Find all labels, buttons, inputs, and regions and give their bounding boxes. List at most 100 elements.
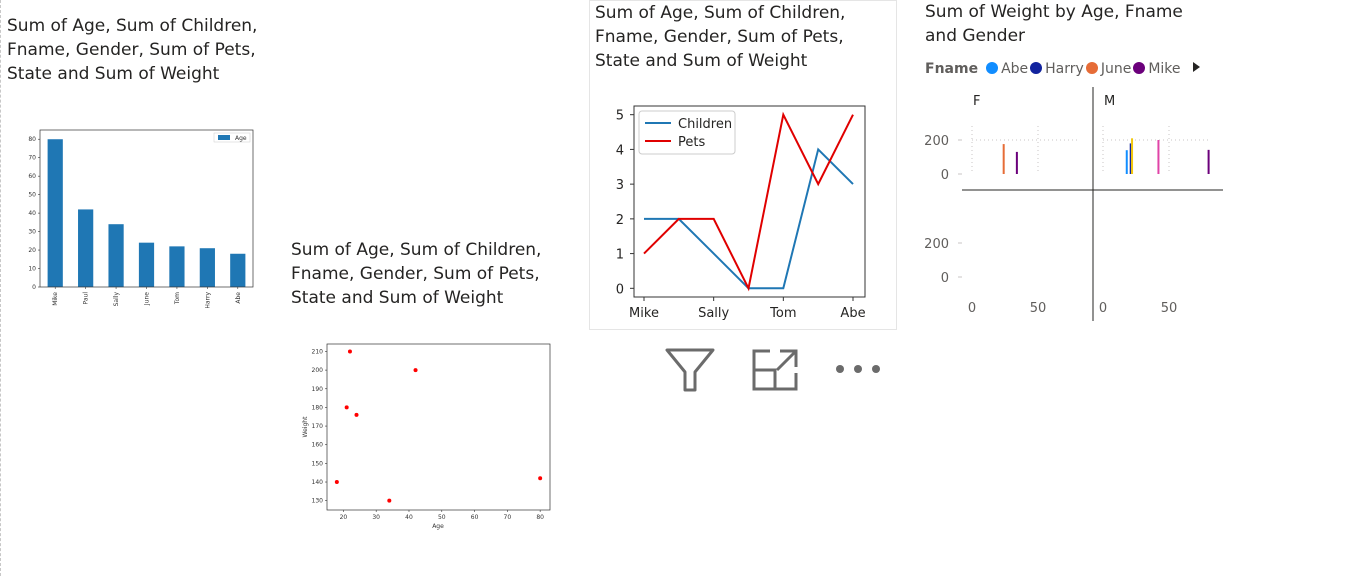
y-tick-label: 5 <box>616 109 624 124</box>
children-pets-line-chart: 0 1 2 3 4 5 Mike Sally Tom Abe Children Pets <box>616 105 866 321</box>
scatter-point <box>538 476 543 481</box>
chart-legend: Age <box>213 132 251 143</box>
y-tick-label: 190 <box>312 386 324 393</box>
y-tick-label: 4 <box>616 143 624 158</box>
y-tick-label: 80 <box>28 136 36 143</box>
chart-legend: Children Pets <box>638 110 736 155</box>
x-tick-label: Paul <box>83 292 90 305</box>
more-options-icon <box>836 365 880 373</box>
y-tick-label: 210 <box>312 348 324 355</box>
y-tick-label: 130 <box>312 498 324 505</box>
weight-bar <box>1157 140 1160 174</box>
age-bar-chart: 0 10 20 30 40 50 60 70 80 Mike Paul Sally June Tom Ha… <box>28 129 254 309</box>
y-tick-label: 10 <box>28 266 36 273</box>
scatter-point <box>334 480 339 485</box>
y-tick-label: 170 <box>312 423 324 430</box>
weight-bar <box>1131 138 1134 174</box>
weight-small-multiples-chart: F 0 50 M 0 50 0 200 0 200 <box>924 87 1223 321</box>
x-tick-label: Mike <box>629 306 659 321</box>
x-tick-label: Sally <box>698 306 729 321</box>
bar-june <box>138 242 155 287</box>
plot-frame <box>326 343 551 511</box>
series-line-children <box>644 147 854 290</box>
legend-dot <box>1133 62 1146 74</box>
legend-label-age: Age <box>235 135 247 142</box>
x-tick-label: 40 <box>405 514 413 521</box>
legend-label-children: Children <box>678 117 732 132</box>
x-tick-label: June <box>144 292 151 306</box>
legend-item-abe[interactable]: Abe <box>986 61 1028 77</box>
x-tick-label: Tom <box>174 292 181 305</box>
x-tick-label: 0 <box>968 301 976 316</box>
legend-dot <box>1085 62 1098 74</box>
y-tick-label: 0 <box>941 271 949 286</box>
legend-label: Harry <box>1045 61 1084 77</box>
legend-next-arrow-icon[interactable] <box>1187 60 1207 74</box>
x-tick-label: Abe <box>235 292 242 304</box>
legend-title: Fname <box>925 61 979 77</box>
weight-bar <box>1002 144 1005 174</box>
legend-item-mike[interactable]: Mike <box>1133 61 1181 77</box>
plot-frame <box>633 105 866 298</box>
legend-label: June <box>1100 61 1132 77</box>
filter-button[interactable] <box>664 346 716 394</box>
y-tick-label: 2 <box>616 213 624 228</box>
weight-scatter-chart: 130 140 150 160 170 180 190 200 210 20 30 40 50 60 70… <box>302 343 551 530</box>
weight-bar <box>1015 151 1018 174</box>
legend-swatch-age <box>218 135 230 140</box>
y-tick-label: 40 <box>28 210 36 217</box>
scatter-point <box>413 368 418 373</box>
focus-mode-button[interactable] <box>750 346 802 394</box>
y-tick-label: 200 <box>924 237 949 252</box>
weight-bar <box>1207 149 1210 174</box>
focus-mode-icon <box>752 349 798 391</box>
filter-icon <box>665 348 715 392</box>
y-tick-label: 180 <box>312 404 324 411</box>
x-tick-label: 0 <box>1099 301 1107 316</box>
y-tick-label: 60 <box>28 173 36 180</box>
x-tick-label: 50 <box>438 514 446 521</box>
facet-label-f: F <box>973 94 980 109</box>
y-tick-label: 3 <box>616 178 624 193</box>
visual-title: Sum of Age, Sum of Children, Fname, Gend… <box>595 3 846 71</box>
legend-item-harry[interactable]: Harry <box>1030 61 1084 77</box>
scatter-point <box>344 405 349 410</box>
visual-weight-small-multiples[interactable]: Sum of Weight by Age, Fname and Gender <box>920 0 1240 330</box>
chart-legend: Fname Abe Harry June Mike <box>925 60 1207 80</box>
more-options-button[interactable] <box>832 346 884 394</box>
y-tick-label: 160 <box>312 442 324 449</box>
visual-children-pets-line[interactable]: Sum of Age, Sum of Children, Fname, Gend… <box>589 0 897 330</box>
scatter-point <box>387 498 392 503</box>
visual-title: Sum of Age, Sum of Children, Fname, Gend… <box>7 16 258 84</box>
visual-weight-scatter[interactable]: Sum of Age, Sum of Children, Fname, Gend… <box>285 230 575 540</box>
facet-label-m: M <box>1104 94 1115 109</box>
legend-frame <box>638 110 736 155</box>
x-tick-label: Mike <box>52 292 59 306</box>
y-tick-label: 70 <box>28 155 36 162</box>
visual-title: Sum of Weight by Age, Fname and Gender <box>925 2 1183 46</box>
y-tick-label: 0 <box>616 282 624 297</box>
x-tick-label: Abe <box>840 306 865 321</box>
y-tick-label: 0 <box>32 284 36 291</box>
y-axis-label: Weight <box>302 416 309 438</box>
legend-dot <box>1030 62 1043 74</box>
visual-title: Sum of Age, Sum of Children, Fname, Gend… <box>291 240 542 308</box>
legend-item-june[interactable]: June <box>1085 61 1132 77</box>
plot-frame <box>39 129 254 288</box>
x-tick-label: 30 <box>372 514 380 521</box>
x-tick-label: 50 <box>1161 301 1178 316</box>
scatter-point <box>354 412 359 417</box>
y-tick-label: 1 <box>616 248 624 263</box>
visual-age-bar[interactable]: Sum of Age, Sum of Children, Fname, Gend… <box>0 0 290 330</box>
legend-label: Abe <box>1001 61 1029 77</box>
legend-dot <box>986 62 999 74</box>
weight-bar <box>1129 143 1132 174</box>
y-tick-label: 200 <box>312 367 324 374</box>
x-tick-label: Tom <box>769 306 796 321</box>
weight-bar <box>1125 150 1128 174</box>
x-tick-label: 70 <box>504 514 512 521</box>
y-tick-label: 140 <box>312 479 324 486</box>
legend-items: Abe Harry June Mike <box>986 61 1182 77</box>
canvas-left-edge <box>0 0 1 576</box>
bar-sally <box>108 224 124 287</box>
